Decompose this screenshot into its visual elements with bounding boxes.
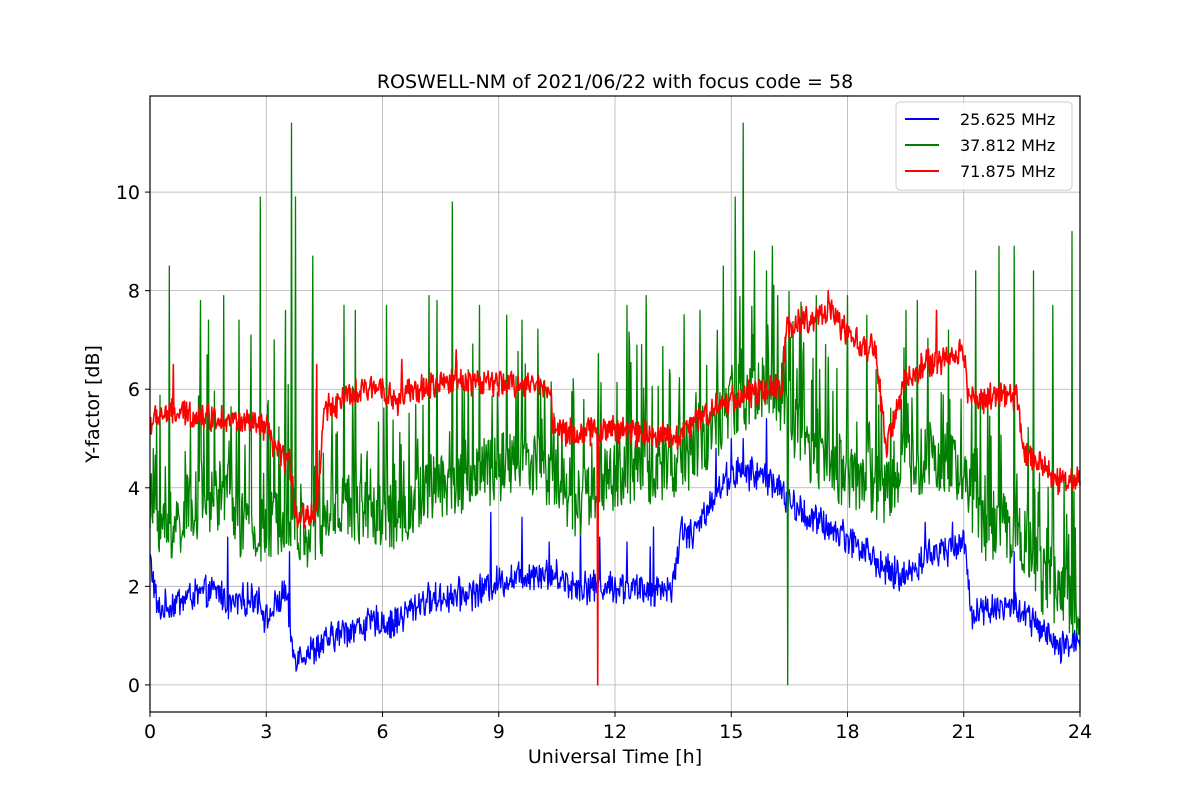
- series-line-2: [149, 122, 1081, 686]
- series-line-1: [149, 418, 1081, 672]
- legend: 25.625 MHz 37.812 MHz 71.875 MHz: [895, 101, 1073, 191]
- x-axis-label: Universal Time [h]: [528, 746, 702, 768]
- legend-label-series-2: 37.812 MHz: [960, 136, 1055, 155]
- plot-area: [149, 122, 1081, 686]
- chart-title: ROSWELL-NM of 2021/06/22 with focus code…: [377, 71, 853, 93]
- x-tick-label: 15: [719, 721, 743, 743]
- x-tick-label: 0: [144, 721, 156, 743]
- series-line-3: [149, 289, 1081, 686]
- y-tick-label: 2: [128, 576, 140, 598]
- y-tick-label: 0: [128, 675, 140, 697]
- legend-label-series-1: 25.625 MHz: [960, 110, 1055, 129]
- x-tick-label: 9: [493, 721, 505, 743]
- x-tick-label: 24: [1068, 721, 1092, 743]
- legend-box: [895, 101, 1073, 191]
- x-tick-label: 18: [835, 721, 859, 743]
- x-tick-label: 6: [376, 721, 388, 743]
- y-axis-label: Y-factor [dB]: [82, 345, 104, 464]
- y-tick-label: 4: [128, 478, 140, 500]
- legend-label-series-3: 71.875 MHz: [960, 162, 1055, 181]
- y-tick-label: 8: [128, 281, 140, 303]
- y-tick-label: 6: [128, 379, 140, 401]
- x-tick-label: 3: [260, 721, 272, 743]
- y-tick-label: 10: [116, 182, 140, 204]
- x-tick-label: 21: [952, 721, 976, 743]
- x-tick-label: 12: [603, 721, 627, 743]
